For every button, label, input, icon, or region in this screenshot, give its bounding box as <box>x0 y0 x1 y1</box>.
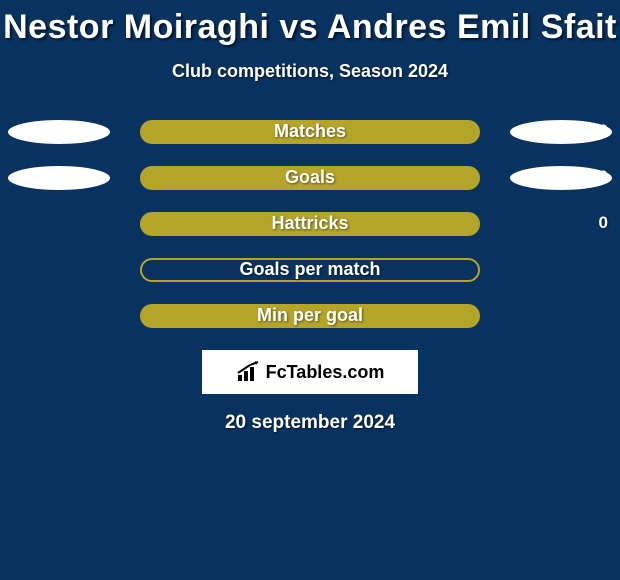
page-subtitle: Club competitions, Season 2024 <box>0 61 620 82</box>
stat-label: Goals per match <box>0 258 620 282</box>
page-title: Nestor Moiraghi vs Andres Emil Sfait <box>0 0 620 47</box>
stat-row-hattricks: Hattricks 0 <box>0 212 620 236</box>
stat-row-goals-per-match: Goals per match <box>0 258 620 282</box>
stat-row-matches: Matches 23 <box>0 120 620 144</box>
stat-label: Hattricks <box>0 212 620 236</box>
stat-row-goals: Goals 0 <box>0 166 620 190</box>
ellipse-right <box>510 120 612 144</box>
ellipse-right <box>510 166 612 190</box>
chart-icon <box>236 361 262 383</box>
stat-rows: Matches 23 Goals 0 Hattricks 0 Goals per… <box>0 120 620 328</box>
logo-text: FcTables.com <box>266 362 385 383</box>
logo-box: FcTables.com <box>202 350 418 394</box>
date-text: 20 september 2024 <box>0 412 620 434</box>
stat-value: 0 <box>599 212 608 236</box>
stat-label: Min per goal <box>0 304 620 328</box>
stat-row-min-per-goal: Min per goal <box>0 304 620 328</box>
